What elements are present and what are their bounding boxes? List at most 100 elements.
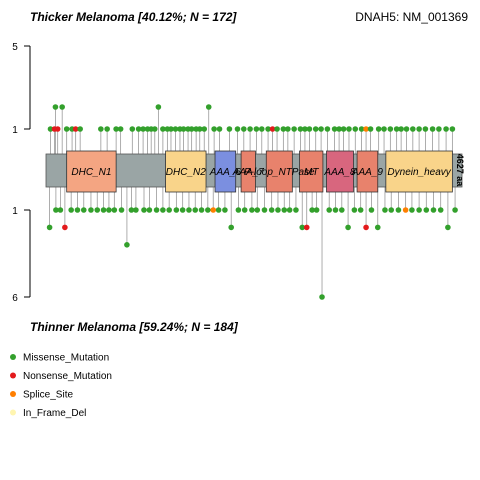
bottom-mutation-point — [409, 207, 415, 213]
bottom-mutation-point — [146, 207, 153, 213]
bottom-mutation-point — [254, 207, 261, 213]
bottom-mutation-point — [173, 207, 180, 213]
top-mutation-point — [269, 126, 276, 132]
legend-swatch — [10, 372, 16, 379]
top-mutation-point — [318, 126, 324, 132]
top-mutation-point — [240, 126, 247, 132]
bottom-mutation-point — [124, 242, 130, 248]
bottom-mutation-point — [88, 207, 94, 213]
top-mutation-point — [429, 126, 436, 132]
bottom-mutation-point — [286, 207, 293, 213]
top-mutation-point — [367, 126, 374, 132]
top-mutation-point — [306, 126, 313, 132]
domain-label: DHC_N1 — [71, 167, 111, 178]
top-mutation-point — [258, 126, 265, 132]
top-panel-title: Thicker Melanoma [40.12%; N = 172] — [30, 10, 237, 24]
bottom-mutation-point — [275, 207, 281, 213]
bottom-mutation-point — [345, 224, 351, 231]
bottom-mutation-point — [363, 224, 369, 231]
bottom-mutation-point — [141, 207, 147, 213]
bottom-mutation-point — [313, 207, 320, 213]
bottom-mutation-point — [351, 207, 358, 213]
top-mutation-point — [155, 104, 162, 110]
bottom-mutation-point — [338, 207, 345, 213]
top-mutation-point — [205, 104, 212, 110]
bottom-mutation-point — [215, 207, 222, 213]
domain-label: DHC_N2 — [166, 167, 206, 178]
legend-label: Splice_Site — [23, 390, 73, 401]
top-mutation-point — [72, 126, 79, 132]
bottom-mutation-point — [46, 224, 53, 231]
top-mutation-point — [375, 126, 382, 132]
bottom-mutation-point — [261, 207, 268, 213]
bottom-y-axis: 1 6 — [12, 206, 31, 304]
top-mutation-point — [104, 126, 110, 132]
top-mutation-point — [443, 126, 449, 132]
bottom-mutation-point — [293, 207, 299, 213]
bottom-mutation-point — [445, 224, 451, 231]
bottom-mutation-point — [388, 207, 395, 213]
top-tick-min: 1 — [12, 125, 18, 136]
bottom-mutation-point — [430, 207, 437, 213]
bottom-mutation-point — [179, 207, 186, 213]
top-mutation-point — [59, 104, 65, 110]
bottom-mutation-point — [228, 224, 235, 231]
top-mutation-point — [331, 126, 338, 132]
top-mutation-point — [151, 126, 158, 132]
top-mutation-point — [436, 126, 442, 132]
domain-label: AAA_6 — [209, 167, 242, 178]
bottom-lollipop-stems — [49, 187, 456, 297]
top-mutation-point — [274, 126, 280, 132]
bottom-mutation-point — [374, 224, 381, 231]
top-mutation-point — [211, 126, 217, 132]
bottom-tick-max: 6 — [12, 293, 18, 304]
bottom-tick-min: 1 — [12, 206, 18, 217]
top-mutation-point — [52, 104, 59, 110]
top-mutation-point — [135, 126, 142, 132]
legend-swatch — [10, 391, 16, 397]
bottom-mutation-point — [299, 224, 306, 231]
bottom-mutation-point — [303, 224, 310, 231]
top-mutation-point — [201, 126, 208, 132]
bottom-mutation-point — [416, 207, 422, 213]
domain-aaa-9 — [356, 150, 379, 193]
bottom-mutation-point — [319, 294, 325, 300]
top-mutation-point — [422, 126, 429, 132]
top-lollipop-stems — [50, 107, 453, 154]
bottom-mutation-point — [368, 207, 375, 213]
bottom-mutation-point — [111, 207, 118, 213]
bottom-mutation-points — [46, 207, 458, 300]
top-mutation-point — [234, 126, 241, 132]
top-mutation-point — [226, 126, 233, 132]
domain-label: MT — [304, 167, 319, 178]
bottom-mutation-point — [128, 207, 135, 213]
bottom-mutation-point — [395, 207, 402, 213]
top-mutation-point — [63, 126, 70, 132]
domain-aaa-7 — [240, 150, 256, 193]
top-mutation-point — [312, 126, 319, 132]
gene-label: DNAH5: NM_001369 — [355, 10, 468, 24]
legend: Missense_Mutation Nonsense_Mutation Splice… — [10, 353, 112, 419]
top-mutation-point — [129, 126, 136, 132]
top-mutation-point — [113, 126, 119, 132]
top-mutation-point — [352, 126, 359, 132]
top-mutation-point — [117, 126, 124, 132]
top-mutation-point — [398, 126, 404, 132]
domain-label: AAA_7 — [232, 167, 265, 178]
top-mutation-point — [410, 126, 416, 132]
protein-length-label: 4627 aa — [455, 154, 465, 188]
bottom-mutation-point — [94, 207, 101, 213]
top-mutation-point — [358, 126, 365, 132]
domain-aaa-8 — [326, 150, 354, 193]
top-mutation-point — [297, 126, 304, 132]
bottom-mutation-point — [133, 207, 139, 213]
bottom-mutation-point — [74, 207, 81, 213]
bottom-mutation-point — [198, 207, 205, 213]
legend-swatch — [10, 409, 16, 416]
bottom-mutation-point — [100, 207, 107, 213]
bottom-mutation-point — [57, 207, 64, 213]
top-mutation-point — [393, 126, 400, 132]
bottom-mutation-point — [205, 207, 211, 213]
top-mutation-point — [168, 126, 174, 132]
top-mutation-point — [302, 126, 308, 132]
